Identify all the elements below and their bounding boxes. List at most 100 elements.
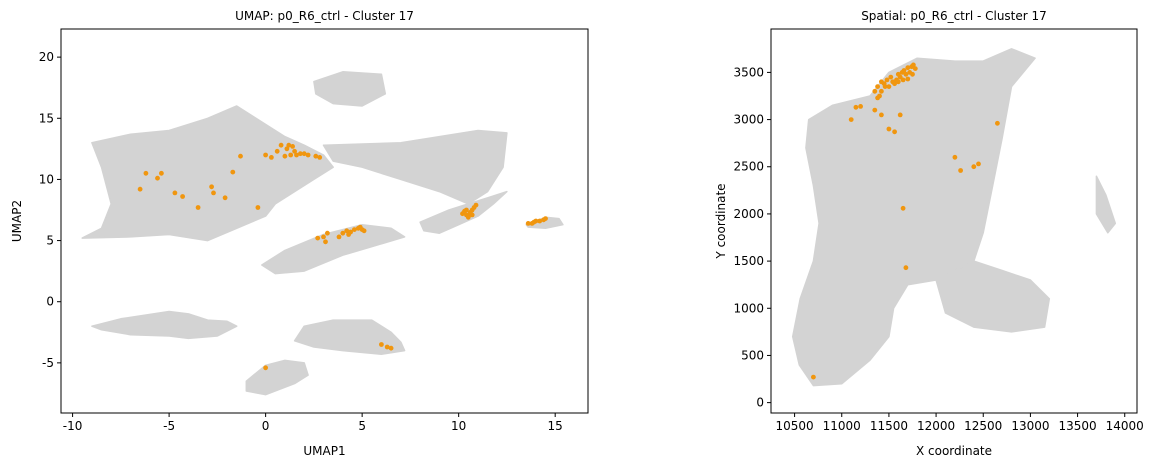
umap-panel: -10 -5 0 5 10 15 -5 0 5 10 15 20 UMAP: p0_R6_ctrl … <box>10 9 589 458</box>
umap-background-cells <box>81 71 564 396</box>
cluster-point <box>905 65 911 71</box>
cluster-point <box>879 112 884 118</box>
x-tick-label: 5 <box>358 419 366 433</box>
cluster-point <box>346 232 351 237</box>
cluster-point <box>469 212 475 218</box>
background-region-tissue-main <box>791 48 1036 387</box>
cluster-point <box>882 84 888 89</box>
y-tick-label: 3500 <box>733 65 764 79</box>
cluster-point <box>910 71 915 77</box>
background-region-right-bridge <box>322 129 508 205</box>
x-tick-label: 15 <box>548 419 563 433</box>
cluster-point <box>357 224 363 230</box>
y-tick-label: 1000 <box>733 301 764 315</box>
cluster-point <box>315 235 321 241</box>
umap-y-label: UMAP2 <box>10 200 24 242</box>
cluster-point <box>180 194 186 199</box>
cluster-point <box>301 151 307 157</box>
cluster-point <box>900 205 906 211</box>
cluster-point <box>875 84 880 89</box>
background-region-tissue-right-tail <box>1095 175 1117 234</box>
cluster-point <box>305 152 311 158</box>
cluster-point <box>905 76 911 82</box>
cluster-point <box>465 214 471 220</box>
cluster-point <box>298 151 303 157</box>
cluster-point <box>336 234 342 240</box>
y-tick-label: 1500 <box>733 254 764 268</box>
y-tick-label: 10 <box>39 172 54 186</box>
cluster-point <box>473 202 479 208</box>
cluster-point <box>344 228 350 234</box>
y-tick-label: 3000 <box>733 113 764 127</box>
cluster-point <box>274 148 280 154</box>
spatial-background-cells <box>791 48 1117 387</box>
umap-x-label: UMAP1 <box>303 444 345 458</box>
x-tick-label: 12500 <box>964 419 1002 433</box>
x-tick-label: 13000 <box>1011 419 1049 433</box>
cluster-point <box>172 190 178 196</box>
cluster-point <box>209 184 215 190</box>
umap-y-ticks: -5 0 5 10 15 20 <box>39 50 61 370</box>
cluster-point <box>901 68 907 73</box>
x-tick-label: -10 <box>63 419 83 433</box>
y-tick-label: 2000 <box>733 207 764 221</box>
cluster-point <box>323 239 328 245</box>
cluster-point <box>230 169 236 175</box>
cluster-point <box>912 66 918 71</box>
x-tick-label: 10 <box>451 419 466 433</box>
x-tick-label: 13500 <box>1058 419 1096 433</box>
cluster-point <box>848 117 854 122</box>
cluster-point <box>525 221 531 226</box>
spatial-title: Spatial: p0_R6_ctrl - Cluster 17 <box>861 9 1047 23</box>
cluster-point <box>895 71 901 77</box>
background-region-bottom-small <box>245 359 309 396</box>
cluster-point <box>290 144 295 149</box>
cluster-point <box>159 170 164 176</box>
cluster-point <box>886 84 892 89</box>
cluster-point <box>313 153 319 159</box>
cluster-point <box>340 230 346 236</box>
background-region-main-mass <box>81 105 334 242</box>
cluster-point <box>317 155 323 160</box>
y-tick-label: 2500 <box>733 160 764 174</box>
spatial-panel: 10500 11000 11500 12000 12500 13000 13500 14000… <box>714 9 1144 458</box>
cluster-point <box>286 142 292 148</box>
y-tick-label: 15 <box>39 111 54 125</box>
cluster-point <box>952 154 958 160</box>
y-tick-label: -5 <box>42 356 54 370</box>
x-tick-label: -5 <box>163 419 175 433</box>
cluster-point <box>325 230 330 236</box>
spatial-y-label: Y coordinate <box>714 183 728 259</box>
cluster-point <box>155 175 160 181</box>
cluster-point <box>352 227 357 233</box>
y-tick-label: 0 <box>756 396 764 410</box>
x-tick-label: 10500 <box>775 419 813 433</box>
cluster-point <box>263 365 268 371</box>
cluster-point <box>388 345 394 351</box>
cluster-point <box>892 129 897 135</box>
cluster-point <box>292 148 297 154</box>
background-region-mid-blob <box>261 223 406 275</box>
cluster-point <box>537 218 543 224</box>
background-region-bottom-mid <box>293 319 406 356</box>
cluster-point <box>288 152 294 158</box>
cluster-point <box>361 228 367 234</box>
background-region-tissue-lower-right <box>935 260 1051 333</box>
cluster-point <box>875 95 880 101</box>
x-tick-label: 11000 <box>823 419 861 433</box>
cluster-point <box>531 219 537 225</box>
cluster-point <box>284 146 290 152</box>
cluster-point <box>872 107 878 113</box>
cluster-point <box>903 71 909 77</box>
cluster-point <box>911 62 916 68</box>
cluster-point <box>379 342 384 347</box>
cluster-point <box>872 88 878 94</box>
cluster-point <box>995 120 1000 126</box>
cluster-point <box>294 152 299 158</box>
y-tick-label: 500 <box>741 348 764 362</box>
y-tick-label: 0 <box>46 295 54 309</box>
spatial-plot-frame <box>770 28 1138 414</box>
umap-cluster-points <box>137 142 548 371</box>
cluster-point <box>958 168 963 173</box>
